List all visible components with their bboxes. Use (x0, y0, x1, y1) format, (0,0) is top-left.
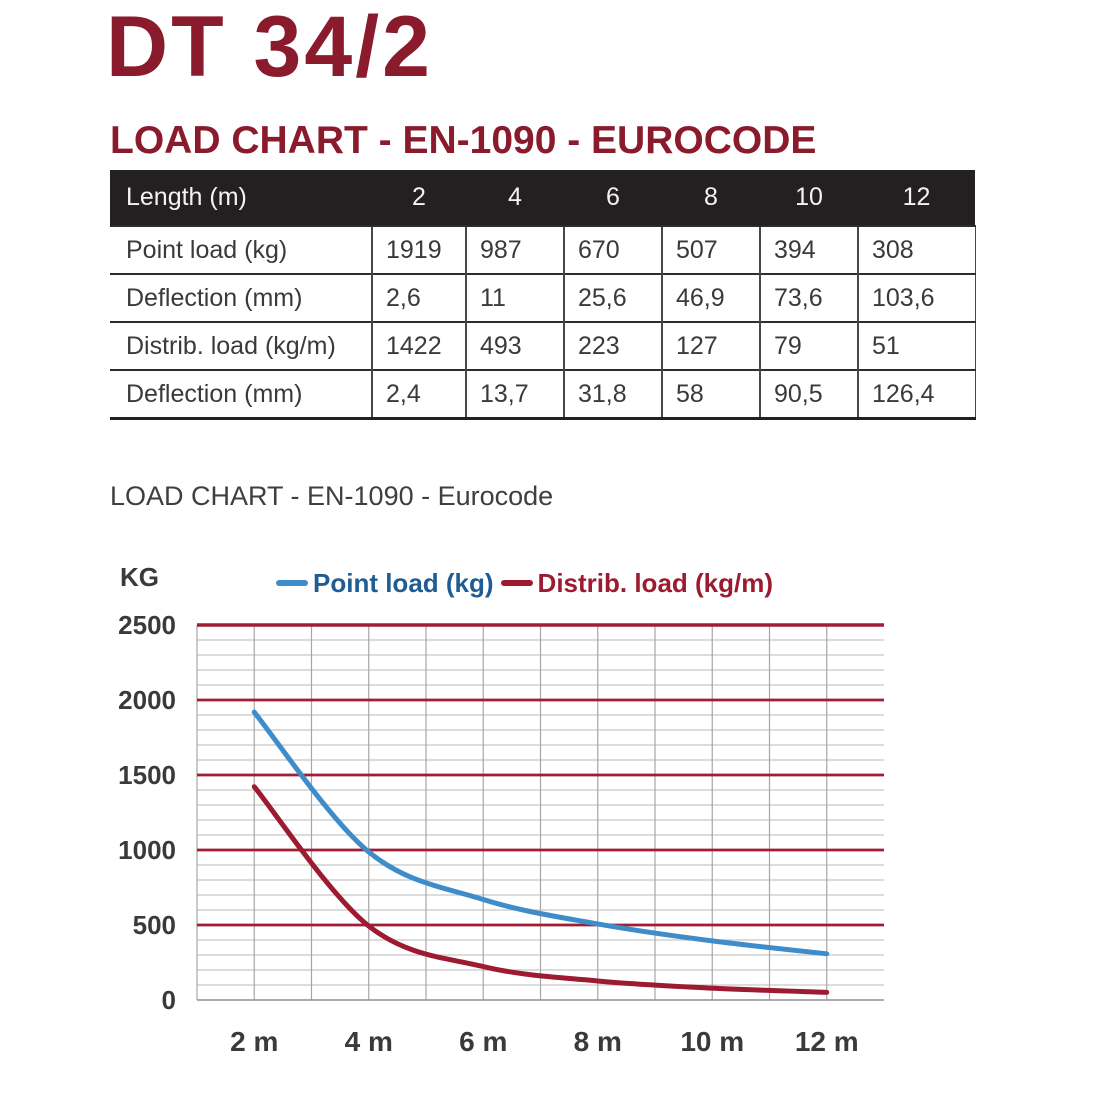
major-gridlines (197, 623, 884, 927)
x-tick-labels: 2 m 4 m 6 m 8 m 10 m 12 m (230, 1026, 859, 1057)
value-cell: 25,6 (563, 273, 662, 322)
product-title: DT 34/2 (106, 0, 433, 95)
value-cell: 507 (661, 225, 760, 274)
value-cell: 73,6 (759, 273, 858, 322)
row-label-cell: Point load (kg) (110, 225, 372, 274)
value-cell: 103,6 (857, 273, 976, 322)
legend-label: Distrib. load (kg/m) (537, 567, 774, 598)
y-axis-unit-label: KG (120, 562, 159, 592)
value-cell: 90,5 (759, 369, 858, 420)
value-cell: 1919 (371, 225, 466, 274)
table-header-label: Length (m) (110, 170, 372, 226)
table-header-row: Length (m) 2 4 6 8 10 12 (110, 170, 975, 226)
row-label-cell: Distrib. load (kg/m) (110, 321, 372, 370)
value-cell: 31,8 (563, 369, 662, 420)
table-header-cell: 10 (760, 170, 858, 226)
value-cell: 58 (661, 369, 760, 420)
value-cell: 127 (661, 321, 760, 370)
chart-legend: Point load (kg) Distrib. load (kg/m) (276, 565, 773, 601)
value-cell: 79 (759, 321, 858, 370)
series-line-point-load-kg (251, 709, 830, 957)
value-cell: 2,6 (371, 273, 466, 322)
value-cell: 51 (857, 321, 976, 370)
x-tick-label: 10 m (680, 1026, 744, 1057)
table-header-cell: 4 (466, 170, 564, 226)
vertical-gridlines (196, 625, 828, 1000)
y-tick-label: 500 (133, 910, 176, 940)
x-tick-label: 2 m (230, 1026, 278, 1057)
value-cell: 223 (563, 321, 662, 370)
y-tick-labels: 0 500 1000 1500 2000 2500 (118, 610, 176, 1015)
y-tick-label: 1500 (118, 760, 176, 790)
load-chart-heading: LOAD CHART - EN-1090 - EUROCODE (110, 119, 817, 162)
value-cell: 2,4 (371, 369, 466, 420)
legend-label: Point load (kg) (313, 567, 494, 598)
value-cell: 46,9 (661, 273, 760, 322)
minor-gridlines (197, 639, 884, 986)
value-cell: 126,4 (857, 369, 976, 420)
y-tick-label: 0 (162, 985, 176, 1015)
value-cell: 1422 (371, 321, 466, 370)
value-cell: 670 (563, 225, 662, 274)
table-row: Point load (kg) 1919 987 670 507 394 308 (110, 225, 976, 274)
legend-line-swatch (500, 580, 533, 586)
table-row: Deflection (mm) 2,6 11 25,6 46,9 73,6 103,6 (110, 273, 976, 322)
x-tick-label: 4 m (345, 1026, 393, 1057)
table-row: Distrib. load (kg/m) 1422 493 223 127 79 51 (110, 321, 976, 370)
y-tick-label: 2000 (118, 685, 176, 715)
table-header-cell: 2 (372, 170, 466, 226)
x-tick-label: 8 m (574, 1026, 622, 1057)
y-tick-label: 2500 (118, 610, 176, 640)
table-header-cell: 6 (564, 170, 662, 226)
y-tick-label: 1000 (118, 835, 176, 865)
table-header-cell: 12 (858, 170, 975, 226)
legend-item: Point load (kg) (276, 568, 494, 599)
table-row: Deflection (mm) 2,4 13,7 31,8 58 90,5 126,4 (110, 369, 976, 420)
x-tick-label: 12 m (795, 1026, 859, 1057)
value-cell: 394 (759, 225, 858, 274)
value-cell: 987 (465, 225, 564, 274)
row-label-cell: Deflection (mm) (110, 369, 372, 420)
table-header-cell: 8 (662, 170, 760, 226)
value-cell: 13,7 (465, 369, 564, 420)
chart-subtitle: LOAD CHART - EN-1090 - Eurocode (110, 481, 554, 511)
legend-line-swatch (276, 580, 308, 586)
row-label-cell: Deflection (mm) (110, 273, 372, 322)
value-cell: 493 (465, 321, 564, 370)
value-cell: 308 (857, 225, 976, 274)
value-cell: 11 (465, 273, 564, 322)
series-line-distrib-load-kg-m (251, 784, 830, 995)
load-table: Length (m) 2 4 6 8 10 12 Point load (kg) 1919 98… (110, 170, 976, 420)
legend-item: Distrib. load (kg/m) (500, 567, 774, 599)
x-tick-label: 6 m (459, 1026, 507, 1057)
